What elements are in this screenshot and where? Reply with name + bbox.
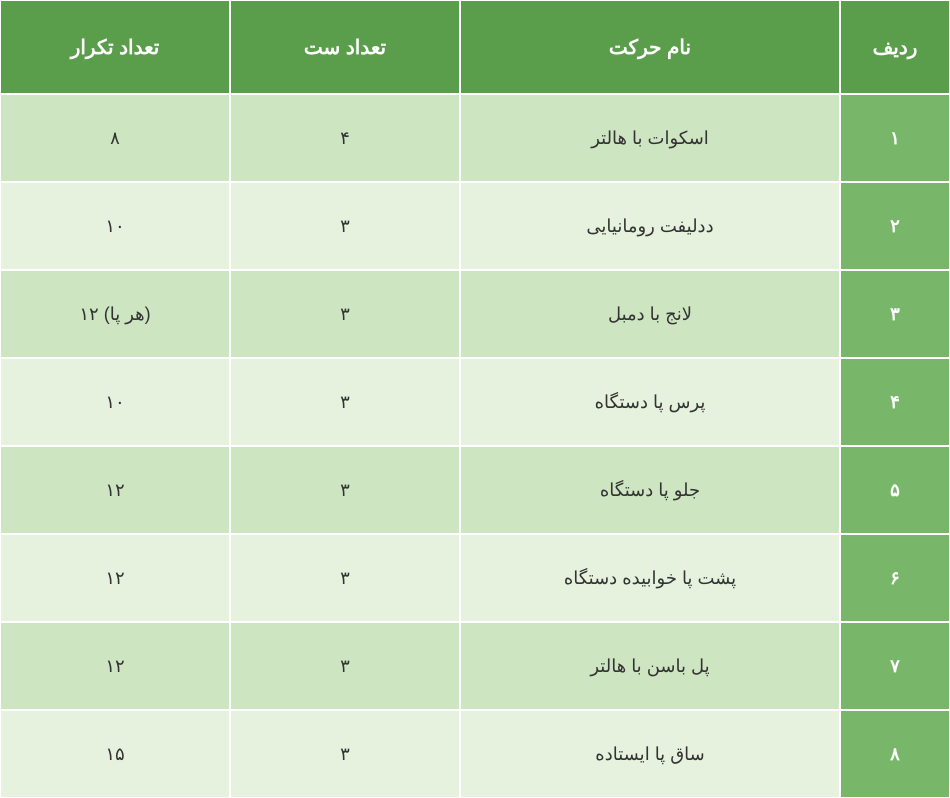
cell-index: ۱ (840, 94, 950, 182)
table-row: ۱۲ ۳ پشت پا خوابیده دستگاه ۶ (0, 534, 950, 622)
cell-index: ۴ (840, 358, 950, 446)
cell-sets: ۳ (230, 358, 460, 446)
cell-sets: ۳ (230, 622, 460, 710)
col-header-index: ردیف (840, 0, 950, 94)
cell-reps: ۱۲ (هر پا) (0, 270, 230, 358)
cell-sets: ۳ (230, 446, 460, 534)
cell-index: ۷ (840, 622, 950, 710)
cell-name: پرس پا دستگاه (460, 358, 840, 446)
col-header-sets: تعداد ست (230, 0, 460, 94)
cell-sets: ۳ (230, 710, 460, 798)
cell-index: ۵ (840, 446, 950, 534)
workout-table: تعداد تکرار تعداد ست نام حرکت ردیف ۸ ۴ ا… (0, 0, 950, 798)
table-row: ۱۲ ۳ جلو پا دستگاه ۵ (0, 446, 950, 534)
cell-reps: ۱۲ (0, 622, 230, 710)
cell-name: پشت پا خوابیده دستگاه (460, 534, 840, 622)
cell-name: لانج با دمبل (460, 270, 840, 358)
cell-reps: ۱۲ (0, 534, 230, 622)
table-row: ۸ ۴ اسکوات با هالتر ۱ (0, 94, 950, 182)
table-header-row: تعداد تکرار تعداد ست نام حرکت ردیف (0, 0, 950, 94)
cell-index: ۳ (840, 270, 950, 358)
cell-name: جلو پا دستگاه (460, 446, 840, 534)
cell-reps: ۱۰ (0, 182, 230, 270)
cell-index: ۶ (840, 534, 950, 622)
cell-reps: ۸ (0, 94, 230, 182)
table-row: ۱۰ ۳ پرس پا دستگاه ۴ (0, 358, 950, 446)
cell-index: ۲ (840, 182, 950, 270)
cell-sets: ۳ (230, 534, 460, 622)
cell-sets: ۴ (230, 94, 460, 182)
cell-index: ۸ (840, 710, 950, 798)
cell-name: پل باسن با هالتر (460, 622, 840, 710)
cell-reps: ۱۵ (0, 710, 230, 798)
cell-name: اسکوات با هالتر (460, 94, 840, 182)
cell-sets: ۳ (230, 270, 460, 358)
cell-sets: ۳ (230, 182, 460, 270)
cell-reps: ۱۰ (0, 358, 230, 446)
table-row: ۱۲ ۳ پل باسن با هالتر ۷ (0, 622, 950, 710)
col-header-reps: تعداد تکرار (0, 0, 230, 94)
table-row: ۱۵ ۳ ساق پا ایستاده ۸ (0, 710, 950, 798)
cell-name: ددلیفت رومانیایی (460, 182, 840, 270)
col-header-name: نام حرکت (460, 0, 840, 94)
cell-reps: ۱۲ (0, 446, 230, 534)
table-row: ۱۰ ۳ ددلیفت رومانیایی ۲ (0, 182, 950, 270)
table-row: ۱۲ (هر پا) ۳ لانج با دمبل ۳ (0, 270, 950, 358)
cell-name: ساق پا ایستاده (460, 710, 840, 798)
